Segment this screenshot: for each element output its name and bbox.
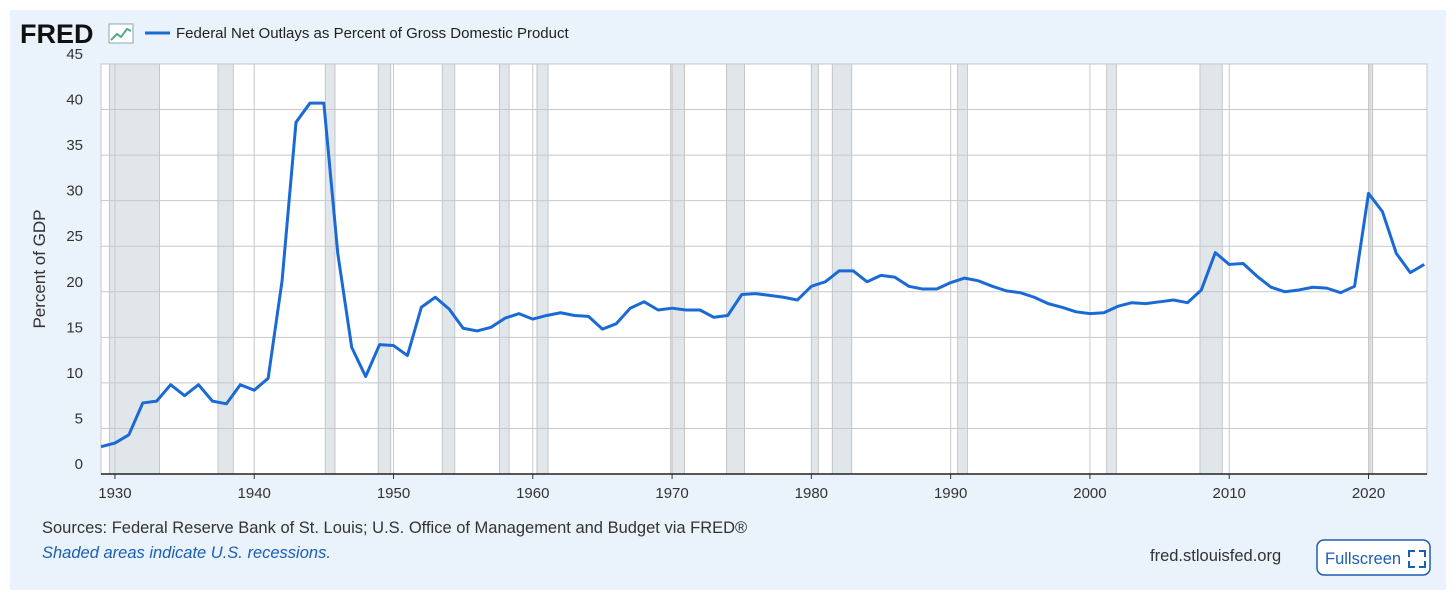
x-tick-label: 2000 [1073, 485, 1106, 502]
x-tick-label: 1930 [98, 485, 131, 502]
button-label[interactable]: Fullscreen [1325, 550, 1401, 568]
x-tick-label: 1940 [238, 485, 271, 502]
button-icon[interactable] [1408, 550, 1426, 568]
site-url: fred.stlouisfed.org [1150, 547, 1281, 565]
recession-band [498, 63, 510, 475]
recession-band [725, 63, 745, 475]
x-tick-label: 1950 [377, 485, 410, 502]
y-tick-label: 0 [75, 456, 83, 473]
x-tick-label: 1960 [516, 485, 549, 502]
y-tick-label: 10 [66, 365, 83, 382]
x-tick-label: 2020 [1352, 485, 1385, 502]
y-tick-label: 25 [66, 228, 83, 245]
recession-band [831, 63, 853, 475]
y-tick-label: 20 [66, 274, 83, 291]
recession-band [441, 63, 456, 475]
sources: Sources: Federal Reserve Bank of St. Lou… [42, 519, 747, 537]
recession-band [108, 63, 160, 475]
y-tick-label: 35 [66, 137, 83, 154]
x-tick-label: 1980 [795, 485, 828, 502]
legend-label: Federal Net Outlays as Percent of Gross … [176, 25, 569, 42]
recession-band [377, 63, 392, 475]
recession-band [957, 63, 968, 475]
y-axis-title: Percent of GDP [30, 209, 49, 328]
plot-area [101, 64, 1427, 474]
y-tick-label: 15 [66, 319, 83, 336]
recession-band [670, 63, 686, 475]
y-tick-label: 40 [66, 92, 83, 109]
fullscreen-button[interactable]: Fullscreen [1316, 539, 1431, 576]
x-tick-label: 1990 [934, 485, 967, 502]
recession-band [536, 63, 549, 475]
brand: FRED [20, 19, 94, 49]
y-tick-label: 30 [66, 183, 83, 200]
series-line [100, 101, 1425, 449]
recession-note: Shaded areas indicate U.S. recessions. [42, 544, 331, 562]
brand-icon [108, 23, 134, 44]
x-tick-label: 1970 [655, 485, 688, 502]
recession-band [1199, 63, 1223, 475]
recession-band [810, 63, 819, 475]
button-frame[interactable] [1316, 539, 1431, 576]
y-tick-label: 5 [75, 410, 83, 427]
recession-band [1369, 63, 1374, 475]
y-tick-label: 45 [66, 46, 83, 63]
x-tick-label: 2010 [1213, 485, 1246, 502]
recession-band [217, 63, 234, 475]
recession-band [1106, 63, 1117, 475]
